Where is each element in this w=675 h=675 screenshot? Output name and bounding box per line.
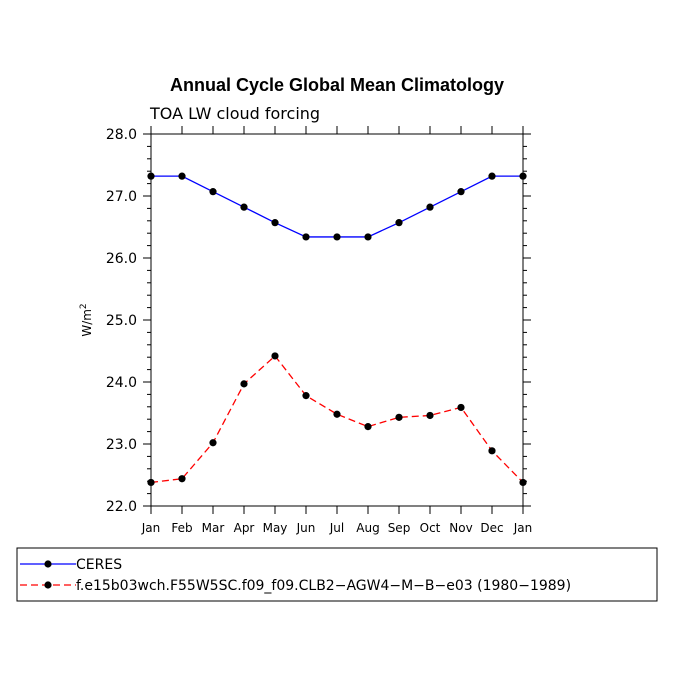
y-tick-label: 23.0	[106, 437, 137, 453]
series-1-point	[395, 219, 403, 227]
x-tick-label: Jul	[329, 521, 344, 535]
chart-subtitle: TOA LW cloud forcing	[149, 104, 320, 123]
series-2-point	[209, 439, 217, 447]
x-tick-label: Sep	[388, 521, 411, 535]
series-1-point	[457, 188, 465, 196]
legend: CERES f.e15b03wch.F55W5SC.f09_f09.CLB2−AG…	[16, 547, 658, 602]
series-1-point	[147, 172, 155, 180]
legend-marker-1	[44, 560, 52, 568]
series-2-point	[333, 410, 341, 418]
legend-label-2: f.e15b03wch.F55W5SC.f09_f09.CLB2−AGW4−M−…	[76, 578, 571, 594]
series-1-point	[209, 188, 217, 196]
legend-box	[16, 547, 658, 602]
series-2-point	[426, 411, 434, 420]
series-1-point	[240, 203, 248, 211]
x-tick-label: Nov	[449, 521, 472, 535]
x-tick-label: Jan	[141, 521, 161, 535]
series-2-point	[457, 403, 465, 412]
plot-area: 22.0 23.0 24.0 25.0 26.0 27.0 28.0 Jan Feb Mar Apr…	[106, 126, 532, 535]
series-2-point	[395, 413, 403, 421]
y-tick-label: 22.0	[106, 499, 137, 515]
x-tick-label: Mar	[202, 521, 225, 535]
series-1-point	[519, 172, 527, 180]
y-axis-label: W/m2	[79, 303, 94, 336]
x-tick-label: Feb	[171, 521, 192, 535]
series-2-point	[488, 447, 496, 455]
series-1-point	[488, 172, 496, 180]
series-2-point	[271, 352, 279, 360]
y-tick-label: 27.0	[106, 189, 137, 205]
series-2-point	[519, 478, 527, 487]
series-2-point	[302, 392, 310, 400]
series-2-point	[178, 475, 186, 483]
series-line-2	[150, 355, 524, 484]
chart-title: Annual Cycle Global Mean Climatology	[170, 75, 504, 95]
series-2-point	[364, 423, 372, 431]
y-tick-label: 25.0	[106, 313, 137, 329]
series-1-point	[364, 233, 372, 241]
x-tick-label: Apr	[234, 521, 255, 535]
series-1-point	[271, 219, 279, 227]
series-1-point	[302, 233, 310, 241]
y-tick-label: 24.0	[106, 375, 137, 391]
series-1-point	[178, 172, 186, 180]
series-line-1	[151, 175, 523, 238]
series-2-point	[240, 380, 248, 388]
x-tick-label: Oct	[420, 521, 441, 535]
x-tick-label: Aug	[356, 521, 379, 535]
x-tick-label: Dec	[480, 521, 503, 535]
y-axis-label-text: W/m	[80, 309, 94, 337]
series-1-point	[426, 203, 434, 211]
x-tick-label: Jun	[296, 521, 316, 535]
x-tick-label: Jan	[513, 521, 533, 535]
series-1-point	[333, 233, 341, 241]
legend-label-1: CERES	[76, 557, 122, 573]
y-axis-label-sup: 2	[79, 303, 89, 309]
legend-marker-2	[44, 581, 52, 589]
y-tick-label: 28.0	[106, 127, 137, 143]
y-tick-label: 26.0	[106, 251, 137, 267]
series-2-point	[147, 478, 155, 487]
x-tick-label: May	[263, 521, 288, 535]
